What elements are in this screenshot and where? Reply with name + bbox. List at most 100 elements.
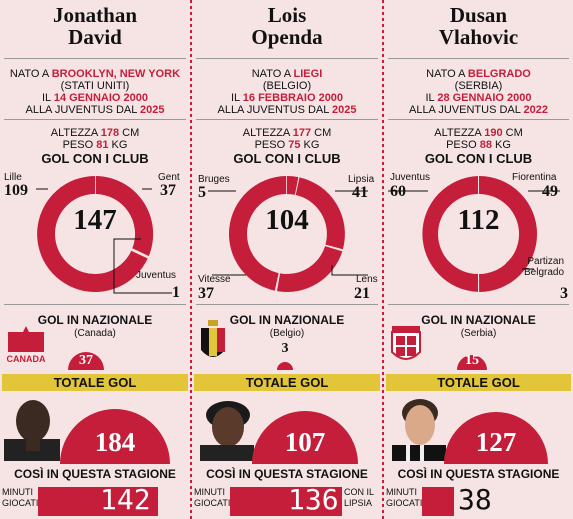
segment-juventus (479, 175, 538, 292)
player-photo (200, 401, 254, 461)
club-goals-donut (36, 176, 172, 294)
divider (388, 304, 569, 305)
season-heading: COSÌ IN QUESTA STAGIONE (397, 467, 560, 481)
player-photo (392, 399, 446, 461)
player-name: Lois Openda (251, 3, 323, 49)
segment-vitesse (228, 176, 287, 291)
club-goals-lille: 109 (4, 182, 28, 199)
canada-crest-icon: CANADA (7, 326, 46, 364)
svg-text:CANADA: CANADA (7, 354, 46, 364)
segment-juventus (132, 246, 150, 256)
total-goals: 127 (475, 427, 517, 457)
club-goals-vitesse: 37 (198, 285, 214, 302)
total-goals-band: TOTALE GOL (2, 374, 188, 391)
divider (4, 304, 186, 305)
national-goals-heading: GOL IN NAZIONALE (37, 313, 153, 327)
birth-info: NATO A LIEGI (BELGIO) IL 16 FEBBRAIO 200… (217, 68, 357, 116)
club-label-vitesse: Vitesse (198, 274, 231, 285)
player-name: Jonathan David (52, 3, 138, 49)
national-goals-semicircle (68, 352, 104, 370)
divider (388, 119, 569, 120)
minutes-label: MINUTI GIOCATI (2, 487, 39, 508)
minutes-bar (422, 487, 454, 516)
minutes-label: MINUTI GIOCATI (194, 487, 231, 508)
birth-info: NATO A BELGRADO (SERBIA) IL 28 GENNAIO 2… (408, 68, 548, 116)
minutes-played: 136 (288, 483, 339, 516)
club-goals-partizan: 3 (560, 285, 568, 302)
club-label-lens: Lens (356, 274, 378, 285)
club-label-lille: Lille (4, 172, 22, 183)
column-separator (382, 0, 384, 519)
player-column-david: Jonathan David NATO A BROOKLYN, NEW YORK … (0, 0, 190, 519)
segment-gent (95, 176, 154, 256)
divider (388, 58, 569, 59)
club-goals-heading: GOL CON I CLUB (233, 151, 341, 166)
divider (4, 58, 186, 59)
physical-info: ALTEZZA 190 CM PESO 88 KG (434, 127, 523, 151)
club-total: 104 (265, 204, 309, 236)
minutes-bar (38, 487, 158, 516)
total-goals: 107 (284, 427, 326, 457)
club-goals-bruges: 5 (198, 184, 206, 201)
player-photo (4, 400, 60, 461)
segment-lille (37, 176, 148, 292)
club-goals-juventus: 1 (172, 284, 180, 301)
club-goals-heading: GOL CON I CLUB (41, 151, 149, 166)
player-name: Dusan Vlahovic (438, 3, 519, 49)
total-goals-semicircle (444, 412, 548, 464)
national-goals: 3 (281, 341, 289, 356)
national-goals: 37 (79, 353, 93, 368)
serbia-crest-icon (391, 326, 421, 360)
player-column-openda: Lois Openda NATO A LIEGI (BELGIO) IL 16 F… (192, 0, 382, 519)
segment-bruges (287, 175, 299, 195)
segment-fiorentina (422, 176, 478, 292)
club-label-juventus: Juventus (390, 172, 431, 183)
physical-info: ALTEZZA 177 CM PESO 75 KG (242, 127, 332, 151)
national-goals-heading: GOL IN NAZIONALE (229, 313, 345, 327)
minutes-played: 142 (100, 483, 151, 516)
divider (196, 119, 378, 120)
national-goals-heading: GOL IN NAZIONALE (421, 313, 536, 327)
divider (196, 58, 378, 59)
player-column-vlahovic: Dusan Vlahovic NATO A BELGRADO (SERBIA) I… (384, 0, 573, 519)
club-label-juventus: Juventus (136, 270, 177, 281)
nation-name: (Belgio) (269, 328, 305, 339)
belgium-crest-icon (201, 320, 225, 357)
segment-partizan (506, 258, 524, 275)
club-goals-juventus: 60 (390, 183, 406, 200)
column-separator (190, 0, 192, 519)
club-label-fiorentina: Fiorentina (512, 172, 557, 183)
total-goals: 184 (94, 427, 136, 457)
club-label-gent: Gent (158, 172, 180, 183)
minutes-bar (230, 487, 342, 516)
club-goals-gent: 37 (160, 182, 176, 199)
club-total: 147 (73, 204, 117, 236)
segment-lens (277, 246, 343, 292)
season-heading: COSÌ IN QUESTA STAGIONE (14, 467, 176, 481)
nation-name: (Serbia) (460, 328, 497, 339)
nation-name: (Canada) (74, 328, 116, 339)
club-goals-donut (208, 175, 368, 292)
minutes-played: 38 (458, 483, 492, 516)
minutes-note: CON IL LIPSIA (344, 487, 375, 508)
national-goals: 15 (465, 353, 479, 368)
total-goals-semicircle (252, 411, 358, 464)
club-label-bruges: Bruges (198, 174, 230, 185)
birth-info: NATO A BROOKLYN, NEW YORK (STATI UNITI) … (9, 68, 181, 116)
club-goals-lipsia: 41 (352, 184, 368, 201)
divider (4, 119, 186, 120)
club-goals-lens: 21 (354, 285, 370, 302)
total-goals-semicircle (60, 409, 170, 464)
national-goals-semicircle (277, 362, 293, 370)
total-goals-band: TOTALE GOL (194, 374, 380, 391)
segment-lipsia (295, 177, 345, 250)
club-goals-fiorentina: 49 (542, 183, 558, 200)
divider (196, 304, 378, 305)
club-label-lipsia: Lipsia (348, 174, 375, 185)
minutes-label: MINUTI GIOCATI (386, 487, 423, 508)
physical-info: ALTEZZA 178 CM PESO 81 KG (50, 127, 140, 151)
club-goals-donut (388, 175, 560, 292)
club-total: 112 (457, 204, 500, 236)
club-goals-heading: GOL CON I CLUB (424, 151, 533, 166)
club-label-partizan: Partizan Belgrado (524, 256, 565, 278)
